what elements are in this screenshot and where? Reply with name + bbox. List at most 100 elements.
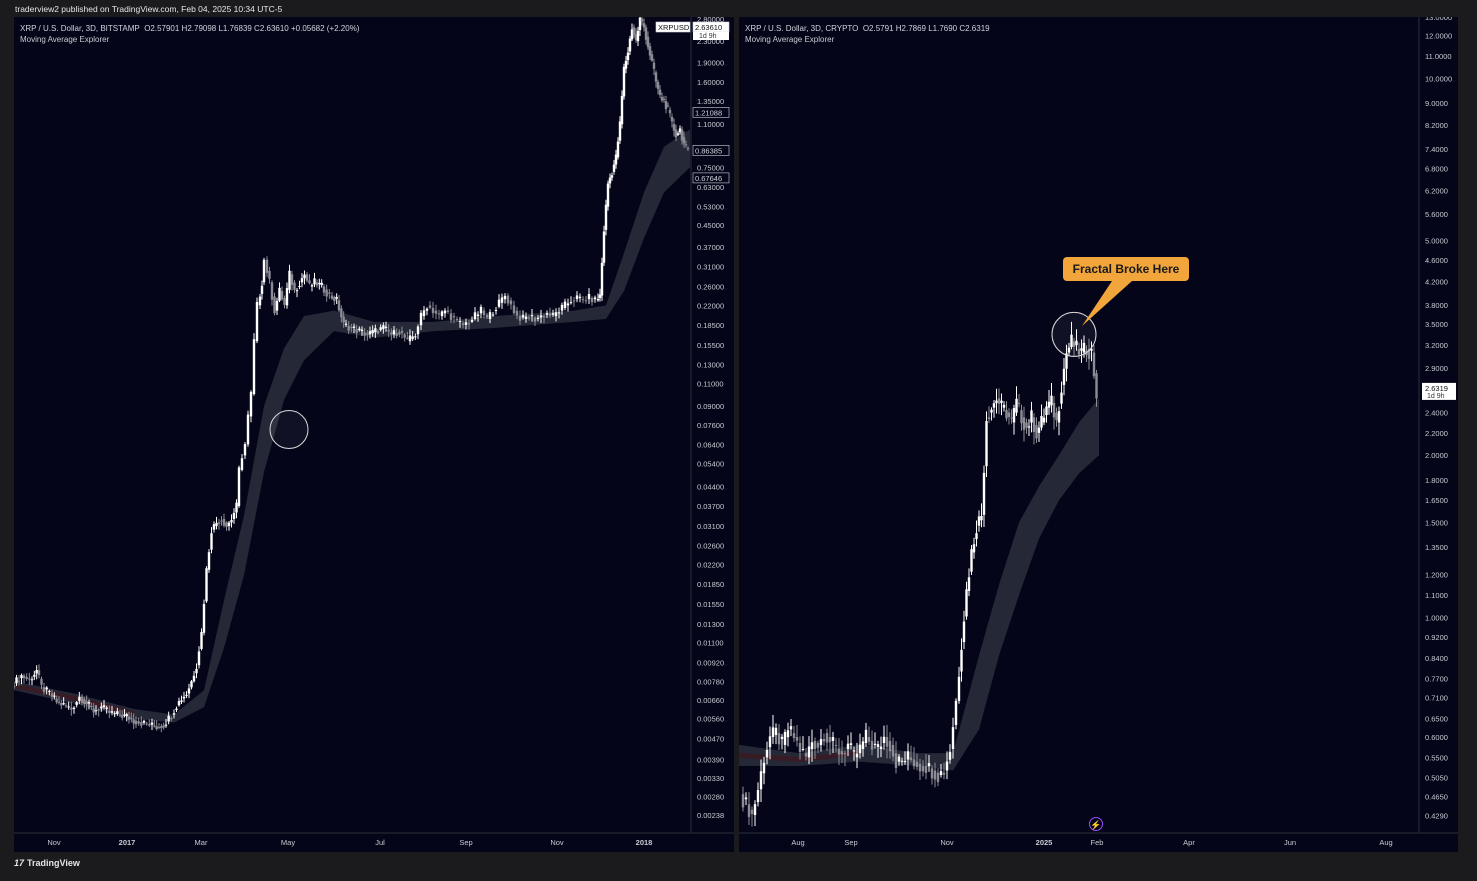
candle [303, 274, 306, 279]
candle [1067, 347, 1071, 353]
candle [25, 677, 28, 679]
candle [416, 326, 420, 335]
candle [1037, 427, 1041, 433]
candle [22, 675, 26, 679]
indicator-name-left[interactable]: Moving Average Explorer [20, 35, 110, 44]
candle [80, 696, 84, 703]
candle [855, 753, 859, 758]
x-tick-label: Aug [1379, 838, 1392, 847]
candle [1090, 348, 1093, 351]
y-tick-label: 1.10000 [697, 120, 724, 129]
candle [912, 759, 916, 767]
chart-panel-right[interactable]: 13.0000 12.0000 11.0000 10.0000 9.0000 8.2000… [739, 17, 1458, 852]
candle [741, 794, 745, 808]
candle [33, 674, 36, 677]
candle [672, 124, 676, 131]
candle [300, 278, 304, 283]
tradingview-logo[interactable]: 17 TradingView [14, 858, 80, 868]
candle [650, 54, 654, 61]
candle [262, 259, 266, 283]
candle [668, 109, 672, 114]
lightning-icon[interactable]: ⚡ [1089, 817, 1103, 831]
candle [906, 751, 910, 760]
candle [75, 702, 78, 705]
candle [187, 688, 191, 694]
candle [308, 280, 311, 284]
candle [888, 740, 892, 752]
candle [945, 761, 949, 771]
y-tick-label: 1.6500 [1425, 496, 1448, 505]
candle [220, 520, 223, 522]
y-tick-label: 2.2000 [1425, 429, 1448, 438]
candle [554, 312, 558, 317]
candle [123, 714, 126, 716]
candle [849, 743, 853, 745]
candle [620, 95, 624, 125]
candle [678, 128, 682, 133]
candle [42, 687, 46, 692]
candle [87, 702, 91, 704]
candle [792, 733, 796, 739]
candle [612, 164, 616, 172]
y-tick-label: 0.31000 [697, 263, 724, 272]
x-tick-label: Feb [1091, 838, 1104, 847]
candle [1025, 422, 1028, 428]
y-tick-label: 0.00660 [697, 696, 724, 705]
y-tick-label: 0.22000 [697, 301, 724, 310]
candle [116, 711, 119, 714]
candle [882, 736, 886, 743]
candle [987, 417, 991, 420]
y-tick-label: 0.00920 [697, 659, 724, 668]
candle [434, 310, 438, 314]
candle [816, 742, 820, 748]
candle [197, 651, 201, 666]
candle [102, 705, 106, 708]
candle [807, 746, 811, 758]
candle [646, 36, 650, 48]
chart-left-svg[interactable]: 2.80000 2.30000 1.90000 1.60000 1.35000 1.100… [14, 17, 734, 852]
chart-panel-left[interactable]: 2.80000 2.30000 1.90000 1.60000 1.35000 1.100… [14, 17, 734, 852]
candle [876, 744, 880, 747]
candle [360, 329, 364, 332]
legend-symbol-right[interactable]: XRP / U.S. Dollar, 3D, CRYPTO [745, 24, 859, 33]
candle [70, 707, 73, 710]
candle [464, 322, 468, 325]
y-tick-label: 0.63000 [697, 183, 724, 192]
candle [217, 522, 221, 524]
candle [990, 409, 993, 413]
indicator-name-right[interactable]: Moving Average Explorer [745, 35, 835, 44]
candle [298, 285, 301, 287]
candle [604, 204, 608, 230]
chart-right-svg[interactable]: 13.0000 12.0000 11.0000 10.0000 9.0000 8.2000… [739, 17, 1458, 852]
candle [446, 310, 450, 312]
candle [1077, 348, 1081, 355]
candle [506, 295, 510, 304]
candle [1057, 411, 1061, 423]
y-tick-label: 3.5000 [1425, 320, 1448, 329]
candle [551, 313, 555, 315]
candle [285, 288, 289, 306]
candle [584, 300, 588, 302]
candle [1060, 392, 1063, 404]
x-tick-label: Mar [195, 838, 208, 847]
candle [557, 312, 561, 314]
candle [500, 297, 504, 303]
legend-symbol-left[interactable]: XRP / U.S. Dollar, 3D, BITSTAMP [20, 24, 140, 33]
candle [960, 649, 963, 672]
candle [280, 290, 284, 300]
candle [1070, 334, 1073, 348]
y-tick-label: 0.03100 [697, 522, 724, 531]
candle [390, 332, 393, 335]
candle [600, 262, 604, 296]
candle [840, 751, 844, 755]
price-badge-right-bg [1422, 382, 1456, 400]
candle [606, 183, 610, 207]
candle [243, 444, 247, 456]
candle [235, 502, 238, 513]
candle [333, 297, 336, 302]
fractal-annotation[interactable]: Fractal Broke Here [1063, 257, 1189, 281]
candle [411, 336, 414, 339]
candle [488, 312, 492, 319]
y-tick-label: 11.0000 [1425, 52, 1452, 61]
y-tick-label: 1.2000 [1425, 571, 1448, 580]
